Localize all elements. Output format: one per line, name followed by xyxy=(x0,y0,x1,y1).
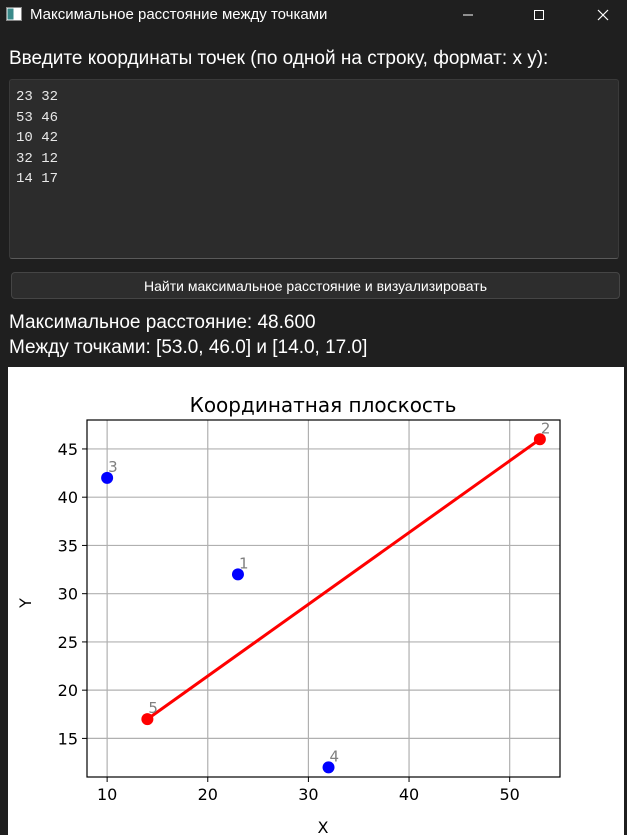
x-tick-label: 20 xyxy=(198,785,218,804)
maximize-icon xyxy=(534,10,544,20)
point-label: 4 xyxy=(330,747,340,765)
y-axis-label: Y xyxy=(16,598,35,609)
maximize-button[interactable] xyxy=(516,0,562,30)
plot-frame xyxy=(86,419,561,778)
x-axis-label: X xyxy=(318,818,329,835)
data-point xyxy=(533,433,546,446)
app-icon xyxy=(6,7,22,21)
close-button[interactable] xyxy=(580,0,626,30)
title-bar: Максимальное расстояние между точками xyxy=(0,0,627,30)
point-label: 5 xyxy=(148,699,158,717)
scatter-chart: Координатная плоскость 10 20 30 40 501520253… xyxy=(16,393,561,835)
x-tick-label: 40 xyxy=(399,785,419,804)
data-point xyxy=(231,568,244,581)
max-distance-label: Максимальное расстояние: 48.600 xyxy=(9,312,316,333)
y-tick-label: 45 xyxy=(58,440,78,459)
data-point xyxy=(322,761,335,774)
y-tick-label: 35 xyxy=(58,536,78,555)
point-label: 3 xyxy=(108,458,118,476)
point-label: 2 xyxy=(541,419,551,437)
point-label: 1 xyxy=(239,554,249,572)
minimize-icon xyxy=(463,14,473,16)
y-tick-label: 30 xyxy=(58,585,78,604)
x-tick-label: 50 xyxy=(500,785,520,804)
data-point xyxy=(141,713,154,726)
close-icon xyxy=(597,9,609,21)
window-title: Максимальное расстояние между точками xyxy=(30,6,328,23)
distance-points-label: Между точками: [53.0, 46.0] и [14.0, 17.… xyxy=(9,337,368,358)
find-max-distance-button[interactable]: Найти максимальное расстояние и визуализ… xyxy=(11,272,620,299)
x-tick-label: 30 xyxy=(298,785,318,804)
x-tick-label: 10 xyxy=(97,785,117,804)
max-distance-line xyxy=(146,438,541,721)
input-prompt-label: Введите координаты точек (по одной на ст… xyxy=(9,48,549,69)
y-tick-label: 15 xyxy=(58,729,78,748)
y-tick-label: 25 xyxy=(58,633,78,652)
chart-title: Координатная плоскость xyxy=(190,393,457,417)
y-tick-label: 20 xyxy=(58,681,78,700)
y-tick-label: 40 xyxy=(58,488,78,507)
plot-canvas: Координатная плоскость 10 20 30 40 50 15 20 25 3… xyxy=(8,367,624,835)
minimize-button[interactable] xyxy=(445,0,491,30)
data-point xyxy=(101,471,114,484)
coordinates-input-text[interactable]: 23 32 53 46 10 42 32 12 14 17 xyxy=(16,89,59,187)
coordinates-input[interactable]: 23 32 53 46 10 42 32 12 14 17 xyxy=(9,79,619,259)
